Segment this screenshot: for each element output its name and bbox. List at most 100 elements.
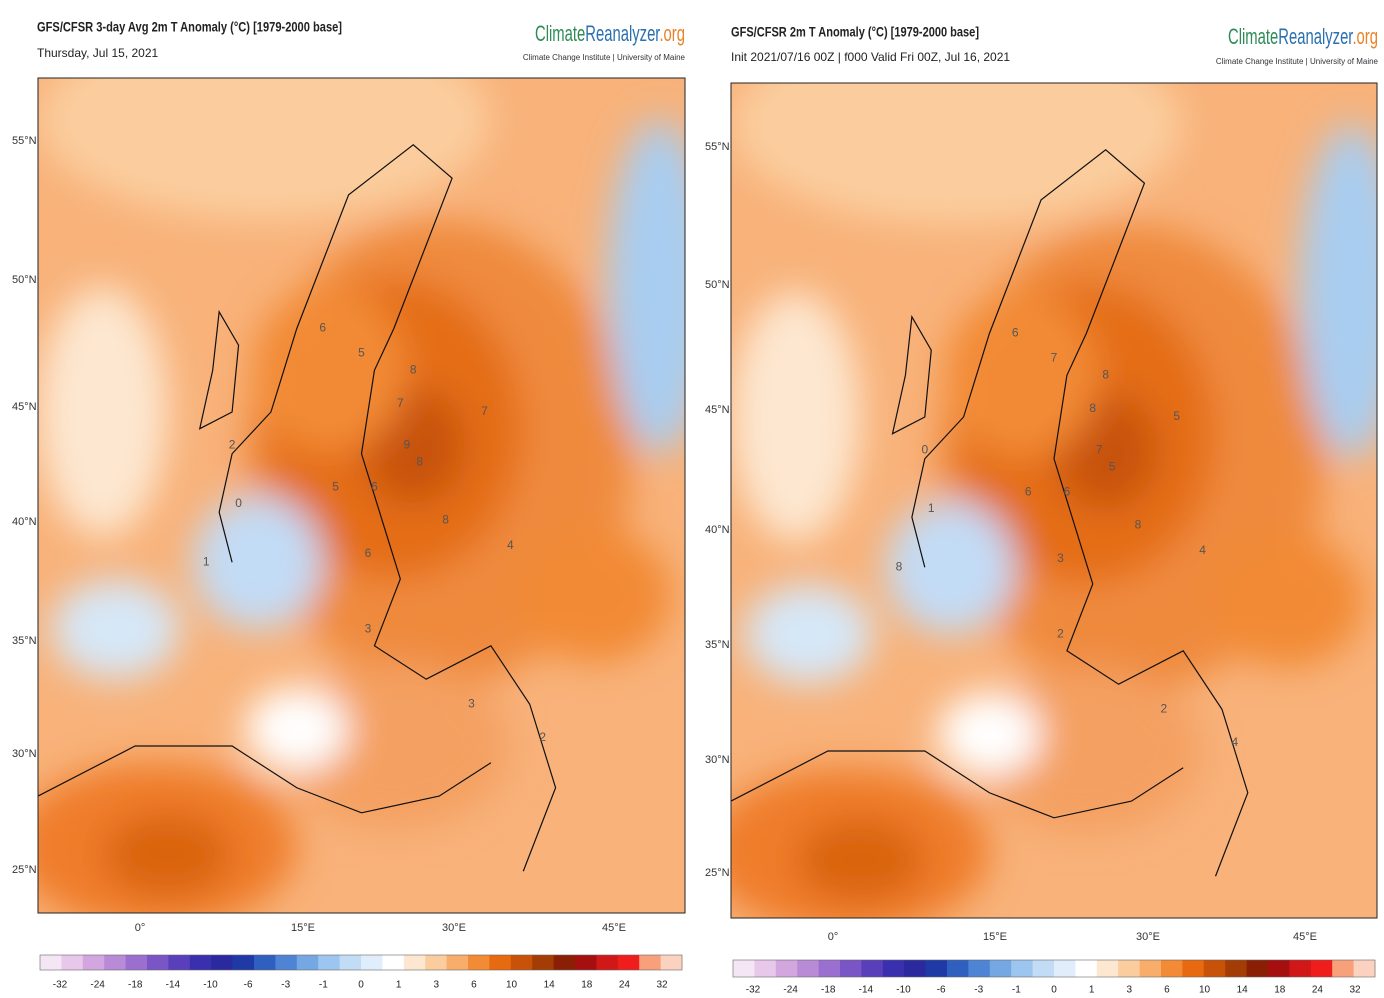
logo-part: .org (1352, 24, 1378, 49)
colorbar-label: 10 (1199, 985, 1211, 996)
colorbar-swatch (61, 955, 84, 970)
contour-label: 3 (365, 621, 372, 635)
contour-label: 8 (416, 454, 423, 468)
anomaly-blob (38, 286, 168, 538)
logo: ClimateReanalyzer.org (1228, 24, 1378, 49)
colorbar-swatch (510, 955, 533, 970)
colorbar-label: -32 (53, 980, 68, 991)
colorbar-label: -3 (974, 985, 983, 996)
colorbar-swatch (1096, 960, 1119, 977)
lon-label: 15°E (983, 931, 1007, 943)
colorbar-swatch (617, 955, 640, 970)
colorbar-swatch (532, 955, 555, 970)
colorbar-swatch (1353, 960, 1376, 977)
colorbar-label: 24 (1312, 985, 1324, 996)
colorbar-label: -18 (128, 980, 143, 991)
colorbar-label: -3 (281, 980, 290, 991)
colorbar-label: -24 (90, 980, 105, 991)
colorbar-label: -6 (244, 980, 253, 991)
colorbar-swatch (275, 955, 298, 970)
anomaly-blob (731, 291, 861, 543)
lon-label: 30°E (442, 922, 466, 934)
logo-subtitle: Climate Change Institute | University of… (1216, 57, 1379, 66)
anomaly-blob (1209, 533, 1365, 668)
lon-label: 30°E (1136, 931, 1160, 943)
contour-label: 7 (1051, 351, 1058, 365)
colorbar-label: 10 (506, 980, 518, 991)
colorbar-label: 6 (471, 980, 477, 991)
lat-label: 50°N (12, 274, 37, 286)
map-frame (37, 77, 686, 914)
contour-label: 8 (896, 559, 903, 573)
contour-label: 5 (1173, 409, 1180, 423)
colorbar-label: -1 (319, 980, 328, 991)
colorbar-swatch (147, 955, 169, 970)
map-subtitle: Thursday, Jul 15, 2021 (37, 46, 159, 60)
lon-label: 0° (828, 931, 839, 943)
logo-part: Reanalyzer (1278, 24, 1353, 49)
colorbar-swatch (1011, 960, 1034, 977)
colorbar-swatch (296, 955, 319, 970)
coastline (731, 750, 1184, 819)
contour-label: 5 (1109, 459, 1116, 473)
colorbar-swatch (1054, 960, 1076, 977)
colorbar-label: 1 (396, 980, 402, 991)
colorbar-swatch (553, 955, 576, 970)
colorbar-swatch (596, 955, 619, 970)
colorbar-label: 32 (656, 980, 668, 991)
colorbar-swatch (861, 960, 884, 977)
contour-label: 1 (928, 501, 935, 515)
colorbar-label: 14 (1237, 985, 1249, 996)
colorbar-label: -14 (166, 980, 181, 991)
logo: ClimateReanalyzer.org (535, 21, 685, 46)
colorbar-label: -10 (203, 980, 218, 991)
lon-label: 45°E (602, 922, 626, 934)
anomaly-blob (245, 687, 349, 772)
contour-label: 0 (921, 443, 928, 457)
colorbar-swatch (1182, 960, 1205, 977)
colorbar-label: 24 (619, 980, 631, 991)
map-frame (730, 82, 1378, 919)
lat-label: 45°N (705, 404, 730, 416)
colorbar-swatch (1139, 960, 1162, 977)
contour-label: 8 (1089, 401, 1096, 415)
contour-label: 4 (1232, 735, 1239, 749)
panel: GFS/CFSR 2m T Anomaly (°C) [1979-2000 ba… (705, 24, 1379, 996)
colorbar-label: 0 (358, 980, 364, 991)
map-subtitle: Init 2021/07/16 00Z | f000 Valid Fri 00Z… (731, 50, 1010, 64)
colorbar-swatch (1268, 960, 1290, 977)
colorbar-swatch (1075, 960, 1098, 977)
colorbar-label: -32 (746, 985, 761, 996)
colorbar-swatch (904, 960, 927, 977)
contour-label: 6 (1025, 484, 1032, 498)
colorbar-swatch (468, 955, 490, 970)
colorbar-swatch (125, 955, 148, 970)
contour-label: 4 (507, 538, 514, 552)
lat-label: 30°N (12, 748, 37, 760)
colorbar-swatch (40, 955, 62, 970)
colorbar-frame (732, 959, 1376, 978)
lat-label: 50°N (705, 279, 730, 291)
lon-label: 45°E (1293, 931, 1317, 943)
coastline (891, 314, 932, 435)
colorbar-swatch (989, 960, 1012, 977)
coastline (38, 745, 492, 814)
anomaly-field (731, 83, 1377, 918)
colorbar-swatch (403, 955, 426, 970)
anomaly-blob (795, 817, 925, 902)
anomaly-blob (38, 78, 491, 220)
colorbar-swatch (104, 955, 127, 970)
colorbar-label: 18 (1274, 985, 1286, 996)
colorbar-swatch (189, 955, 212, 970)
colorbar-swatch (639, 955, 662, 970)
colorbar-label: -6 (937, 985, 946, 996)
contour-label: 7 (397, 396, 404, 410)
colorbar-swatch (660, 955, 683, 970)
anomaly-blob (731, 83, 1184, 225)
colorbar-swatch (818, 960, 841, 977)
contour-label: 8 (1102, 367, 1109, 381)
anomaly-blob (516, 528, 673, 663)
colorbar-label: -24 (783, 985, 798, 996)
